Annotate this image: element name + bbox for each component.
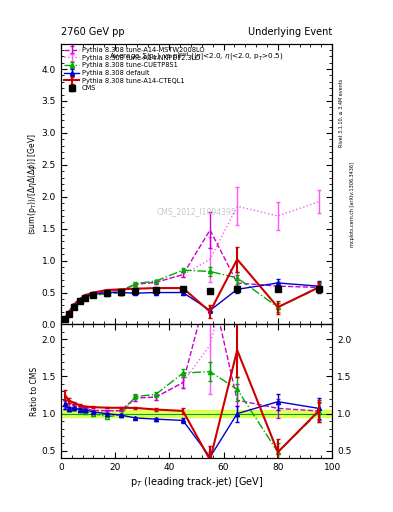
- X-axis label: p$_T$ (leading track-jet) [GeV]: p$_T$ (leading track-jet) [GeV]: [130, 475, 263, 489]
- Y-axis label: $\langle$sum(p$_\mathrm{T}$)$\rangle$/$[\Delta\eta\Delta(\Delta\phi)]$ [GeV]: $\langle$sum(p$_\mathrm{T}$)$\rangle$/$[…: [26, 133, 39, 235]
- Text: 2760 GeV pp: 2760 GeV pp: [61, 27, 125, 37]
- Text: mcplots.cern.ch [arXiv:1306.3436]: mcplots.cern.ch [arXiv:1306.3436]: [350, 162, 355, 247]
- Y-axis label: Ratio to CMS: Ratio to CMS: [30, 367, 39, 416]
- Text: Underlying Event: Underlying Event: [248, 27, 332, 37]
- Bar: [61, 410, 332, 417]
- Text: CMS_2012_I1094395: CMS_2012_I1094395: [157, 207, 236, 217]
- Text: Average $\Sigma$(p$_T$) vs p$_T^\mathrm{lead}$ ($|\eta|$<2.0, $\eta|$<2.0, p$_T$: Average $\Sigma$(p$_T$) vs p$_T^\mathrm{…: [109, 51, 284, 64]
- Legend: Pythia 8.308 tune-A14-MSTW2008LO, Pythia 8.308 tune-A14-NNPDF2.3LO, Pythia 8.308: Pythia 8.308 tune-A14-MSTW2008LO, Pythia…: [63, 46, 206, 93]
- Text: Rivet 3.1.10, ≥ 3.4M events: Rivet 3.1.10, ≥ 3.4M events: [339, 78, 344, 147]
